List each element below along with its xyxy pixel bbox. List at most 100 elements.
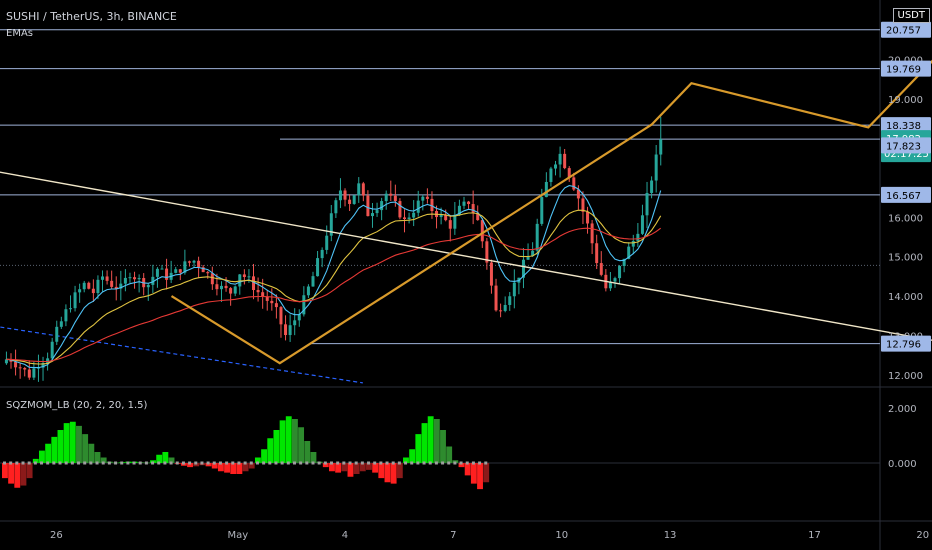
candle-body[interactable] [549,168,553,182]
candle-body[interactable] [247,276,251,278]
candle-body[interactable] [265,296,269,301]
candle-body[interactable] [554,164,558,169]
candle-body[interactable] [476,212,480,221]
candle-body[interactable] [14,361,18,368]
momentum-bar[interactable] [2,463,8,479]
momentum-bar[interactable] [329,463,335,472]
momentum-bar[interactable] [8,463,15,484]
candle-body[interactable] [238,274,242,287]
candle-body[interactable] [215,284,219,290]
momentum-bar[interactable] [440,430,446,463]
candle-body[interactable] [197,260,201,268]
candle-body[interactable] [82,282,86,290]
momentum-bar[interactable] [94,452,101,463]
momentum-bar[interactable] [353,463,360,474]
candle-body[interactable] [128,277,132,279]
momentum-bar[interactable] [267,438,274,463]
momentum-bar[interactable] [32,458,39,463]
momentum-bar[interactable] [236,463,243,474]
candle-body[interactable] [531,250,535,257]
momentum-bar[interactable] [76,425,82,463]
candle-body[interactable] [352,195,356,204]
candle-body[interactable] [613,278,617,282]
candle-body[interactable] [453,214,457,229]
candle-body[interactable] [219,285,223,290]
candle-body[interactable] [18,367,22,369]
candle-body[interactable] [654,154,658,181]
momentum-bar[interactable] [156,454,163,463]
candle-body[interactable] [421,196,425,201]
descending-trendline[interactable] [0,166,932,348]
candle-body[interactable] [412,212,416,218]
candle-body[interactable] [357,183,361,196]
candle-body[interactable] [146,284,150,288]
candle-body[interactable] [325,235,329,250]
candle-body[interactable] [508,296,512,305]
momentum-bar[interactable] [211,463,218,469]
symbol-title[interactable]: SUSHI / TetherUS, 3h, BINANCE [6,10,177,23]
candle-body[interactable] [119,283,123,289]
candle-body[interactable] [151,276,155,285]
candle-body[interactable] [87,282,91,289]
candle-body[interactable] [133,277,137,280]
candle-body[interactable] [311,276,315,287]
candle-body[interactable] [297,314,301,321]
momentum-bar[interactable] [458,463,465,468]
candle-body[interactable] [544,181,548,198]
momentum-bar[interactable] [88,443,95,463]
candle-body[interactable] [114,286,118,289]
momentum-bar[interactable] [409,449,416,463]
momentum-bar[interactable] [285,416,292,463]
candle-body[interactable] [622,258,626,267]
candle-body[interactable] [284,324,288,336]
candle-body[interactable] [50,341,54,359]
momentum-bar[interactable] [304,441,311,463]
candle-body[interactable] [224,285,228,289]
candle-body[interactable] [174,269,178,273]
momentum-bar[interactable] [187,463,193,468]
candle-body[interactable] [256,290,260,293]
momentum-bar[interactable] [14,463,21,488]
candle-body[interactable] [32,368,36,378]
candle-body[interactable] [137,278,141,280]
candle-body[interactable] [393,195,397,202]
candle-body[interactable] [540,197,544,224]
candle-body[interactable] [521,259,525,278]
candle-body[interactable] [320,249,324,259]
momentum-bar[interactable] [378,463,385,479]
candle-body[interactable] [4,359,8,364]
momentum-bar[interactable] [359,463,366,472]
momentum-bar[interactable] [341,463,348,472]
momentum-bar[interactable] [403,457,409,464]
momentum-bar[interactable] [366,463,372,470]
candle-body[interactable] [155,268,159,277]
candle-body[interactable] [595,243,599,264]
candle-body[interactable] [9,359,13,362]
momentum-bar[interactable] [51,436,58,463]
candle-body[interactable] [343,190,347,200]
candle-body[interactable] [636,233,640,241]
momentum-bar[interactable] [322,463,329,468]
candle-body[interactable] [361,183,365,196]
candle-body[interactable] [96,279,100,294]
momentum-bar[interactable] [261,449,268,463]
candle-body[interactable] [416,200,420,213]
candle-body[interactable] [46,358,50,363]
candle-body[interactable] [279,307,283,325]
candle-body[interactable] [608,281,612,289]
candle-body[interactable] [78,289,82,293]
candle-body[interactable] [558,153,562,165]
momentum-bar[interactable] [310,452,317,463]
momentum-bar[interactable] [335,463,342,473]
candle-body[interactable] [462,201,466,206]
candle-body[interactable] [567,168,571,178]
momentum-bar[interactable] [372,463,379,473]
candle-body[interactable] [439,214,443,218]
candle-body[interactable] [627,246,631,259]
candle-body[interactable] [187,261,191,263]
candle-body[interactable] [503,304,507,311]
momentum-bar[interactable] [63,423,70,463]
momentum-bar[interactable] [347,463,354,477]
candle-body[interactable] [123,277,127,284]
